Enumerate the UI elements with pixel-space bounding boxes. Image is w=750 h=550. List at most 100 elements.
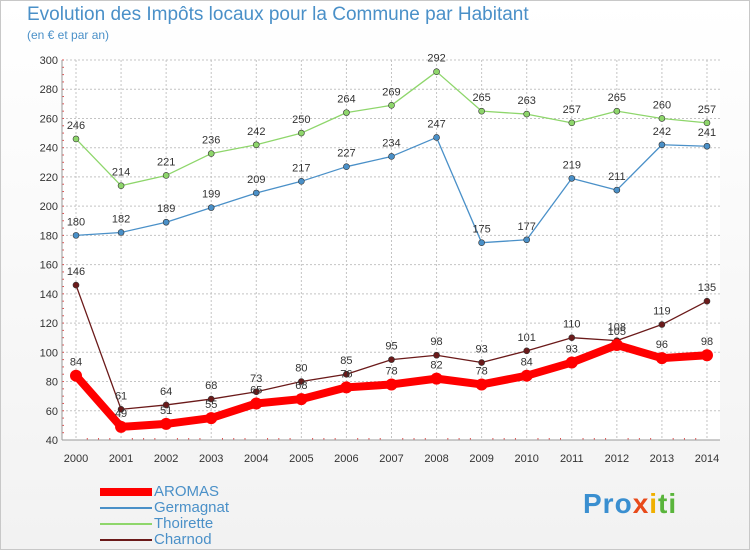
data-label: 242 bbox=[247, 126, 265, 138]
data-point bbox=[252, 189, 260, 197]
data-label: 101 bbox=[518, 332, 536, 344]
data-label: 269 bbox=[382, 86, 400, 98]
data-label: 73 bbox=[250, 373, 262, 385]
data-label: 135 bbox=[698, 282, 716, 294]
data-label: 175 bbox=[472, 224, 490, 236]
data-label: 93 bbox=[476, 344, 488, 356]
y-tick-label: 200 bbox=[40, 201, 58, 213]
data-label: 182 bbox=[112, 213, 130, 225]
data-point bbox=[117, 406, 125, 413]
data-label: 246 bbox=[67, 120, 85, 132]
data-label: 257 bbox=[698, 104, 716, 116]
data-label: 217 bbox=[292, 162, 310, 174]
data-point bbox=[523, 347, 531, 355]
legend-swatch-thoirette bbox=[100, 523, 152, 525]
data-point bbox=[433, 134, 440, 141]
data-label: 68 bbox=[295, 380, 307, 392]
data-label: 98 bbox=[701, 336, 713, 348]
data-label: 177 bbox=[518, 221, 536, 233]
data-label: 76 bbox=[340, 368, 352, 380]
data-point bbox=[568, 175, 576, 182]
data-point bbox=[298, 178, 305, 185]
data-point bbox=[72, 232, 80, 239]
data-label: 234 bbox=[382, 137, 400, 149]
logo-part-x: x bbox=[632, 488, 650, 519]
data-point bbox=[162, 401, 170, 409]
y-tick-label: 160 bbox=[40, 260, 58, 272]
data-label: 214 bbox=[112, 167, 130, 179]
y-tick-label: 40 bbox=[46, 435, 58, 447]
data-point bbox=[72, 135, 80, 143]
data-label: 265 bbox=[472, 92, 490, 104]
data-label: 264 bbox=[337, 94, 355, 106]
legend-swatch-germagnat bbox=[100, 507, 152, 509]
data-point bbox=[160, 417, 173, 430]
data-label: 292 bbox=[427, 53, 445, 65]
data-point bbox=[117, 229, 125, 236]
data-label: 85 bbox=[340, 355, 352, 367]
data-label: 241 bbox=[698, 127, 716, 139]
data-point bbox=[433, 68, 440, 75]
y-tick-label: 60 bbox=[46, 406, 58, 418]
data-label: 180 bbox=[67, 216, 85, 228]
data-label: 209 bbox=[247, 174, 265, 186]
data-point bbox=[703, 142, 711, 150]
data-point bbox=[568, 334, 576, 341]
data-point bbox=[162, 172, 170, 179]
data-point bbox=[343, 109, 350, 116]
x-tick-label: 2010 bbox=[514, 453, 538, 465]
data-point bbox=[478, 239, 485, 246]
chart-subtitle: (en € et par an) bbox=[27, 28, 110, 42]
proxiti-logo: Proxiti bbox=[583, 488, 677, 520]
data-label: 199 bbox=[202, 189, 220, 201]
legend-label-aromas: AROMAS bbox=[154, 483, 220, 500]
data-point bbox=[388, 356, 395, 363]
data-label: 96 bbox=[656, 339, 668, 351]
data-point bbox=[430, 372, 443, 385]
data-point bbox=[252, 141, 260, 149]
data-point bbox=[658, 141, 666, 149]
data-point bbox=[655, 352, 668, 365]
data-point bbox=[162, 218, 170, 226]
data-label: 265 bbox=[608, 92, 626, 104]
data-point bbox=[115, 420, 128, 433]
data-label: 219 bbox=[563, 159, 581, 171]
legend-label-thoirette: Thoirette bbox=[154, 515, 214, 532]
data-point bbox=[343, 163, 350, 170]
data-label: 110 bbox=[563, 319, 581, 331]
data-point bbox=[520, 369, 533, 382]
data-label: 65 bbox=[250, 384, 262, 396]
data-label: 64 bbox=[160, 386, 172, 398]
data-point bbox=[205, 412, 218, 425]
data-point bbox=[250, 397, 263, 410]
data-label: 78 bbox=[476, 365, 488, 377]
chart-title: Evolution des Impôts locaux pour la Comm… bbox=[27, 4, 529, 25]
x-tick-label: 2007 bbox=[379, 453, 403, 465]
data-point bbox=[610, 339, 623, 351]
legend-label-charnod: Charnod bbox=[154, 531, 212, 548]
data-point bbox=[298, 378, 305, 385]
data-point bbox=[343, 370, 350, 378]
data-point bbox=[700, 349, 713, 362]
x-tick-label: 2003 bbox=[199, 453, 223, 465]
legend-swatch-charnod bbox=[100, 539, 152, 541]
data-label: 146 bbox=[67, 266, 85, 278]
data-label: 78 bbox=[385, 365, 397, 377]
data-point bbox=[478, 107, 485, 115]
data-point bbox=[475, 378, 488, 391]
logo-part-ti: ti bbox=[658, 488, 678, 519]
data-point bbox=[252, 388, 260, 396]
data-label: 93 bbox=[566, 344, 578, 356]
y-tick-label: 220 bbox=[40, 172, 58, 184]
data-point bbox=[523, 110, 531, 118]
x-tick-label: 2011 bbox=[560, 453, 584, 465]
data-point bbox=[613, 186, 621, 194]
data-label: 84 bbox=[70, 357, 82, 369]
x-tick-label: 2002 bbox=[154, 453, 178, 465]
data-label: 242 bbox=[653, 126, 671, 138]
series-aromas bbox=[70, 339, 713, 433]
data-point bbox=[613, 107, 621, 115]
x-tick-label: 2014 bbox=[695, 453, 719, 465]
logo-part-i: i bbox=[649, 488, 659, 519]
data-point bbox=[703, 297, 711, 305]
